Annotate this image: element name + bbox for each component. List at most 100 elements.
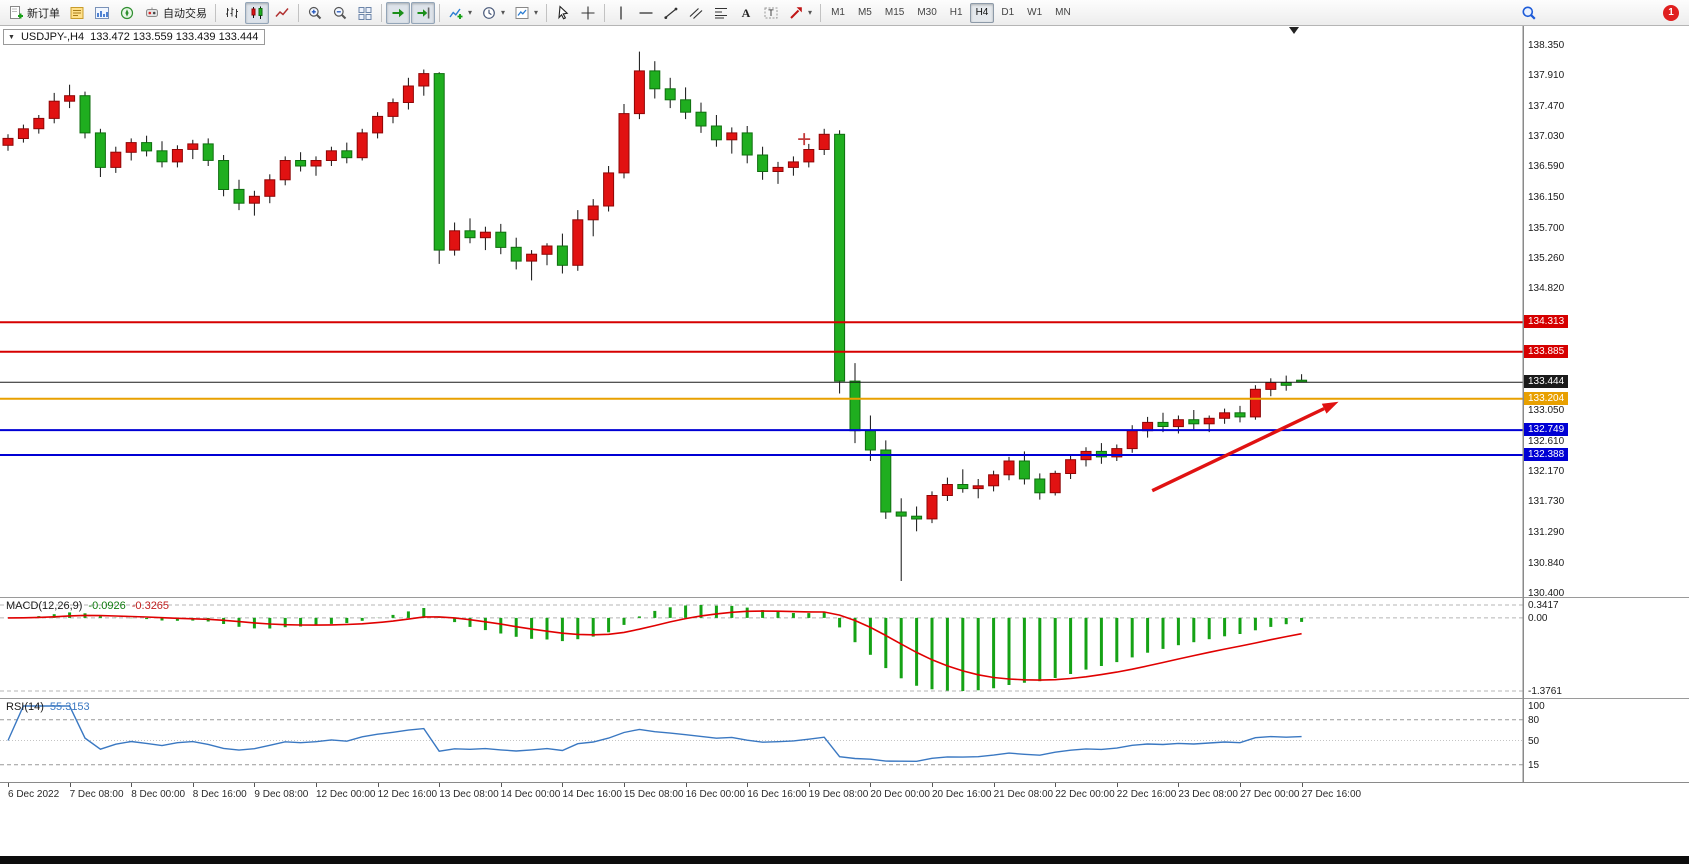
market-watch-button[interactable] bbox=[90, 2, 114, 24]
line-chart-button[interactable] bbox=[270, 2, 294, 24]
text-label-button[interactable]: T bbox=[759, 2, 783, 24]
periods-icon bbox=[481, 5, 497, 21]
timeframe-m15-button[interactable]: M15 bbox=[879, 3, 910, 23]
timeframe-m5-button[interactable]: M5 bbox=[852, 3, 878, 23]
equidistant-channel-button[interactable] bbox=[684, 2, 708, 24]
templates-button[interactable]: ▾ bbox=[510, 2, 542, 24]
timeframe-m1-button[interactable]: M1 bbox=[825, 3, 851, 23]
time-axis-tick bbox=[685, 783, 687, 787]
zoom-in-button[interactable] bbox=[303, 2, 327, 24]
time-axis-label: 8 Dec 00:00 bbox=[131, 789, 186, 800]
macd-panel-canvas[interactable] bbox=[0, 598, 1689, 698]
chart-shift-icon bbox=[415, 5, 431, 21]
notification-badge[interactable]: 1 bbox=[1663, 4, 1679, 21]
price-axis-label: 130.400 bbox=[1528, 588, 1565, 599]
horizontal-line-button[interactable] bbox=[634, 2, 658, 24]
cross-marker-object[interactable] bbox=[798, 133, 811, 146]
price-axis-label: 137.470 bbox=[1528, 100, 1565, 112]
timeframe-h1-button[interactable]: H1 bbox=[944, 3, 969, 23]
time-axis-tick bbox=[500, 783, 502, 787]
auto-scroll-icon bbox=[390, 5, 406, 21]
auto-scroll-button[interactable] bbox=[386, 1, 410, 24]
arrow-tool-icon bbox=[788, 5, 804, 21]
rsi-panel-canvas[interactable] bbox=[0, 699, 1689, 782]
trend-arrow-object[interactable] bbox=[1151, 407, 1325, 493]
time-axis-tick bbox=[1116, 783, 1118, 787]
toolbar-separator bbox=[381, 3, 382, 22]
search-button[interactable] bbox=[1517, 2, 1541, 24]
time-axis-tick bbox=[993, 783, 995, 787]
chart-shift-marker[interactable] bbox=[1289, 27, 1299, 34]
time-axis-label: 15 Dec 08:00 bbox=[624, 789, 684, 800]
toolbar-separator bbox=[604, 3, 606, 22]
support-line-upper-price-badge: 132.749 bbox=[1524, 423, 1569, 437]
timeframe-mn-button[interactable]: MN bbox=[1049, 3, 1077, 23]
macd-name: MACD(12,26,9) bbox=[6, 600, 83, 612]
price-axis-label: 132.170 bbox=[1528, 465, 1565, 477]
price-axis-label: 131.730 bbox=[1528, 496, 1565, 508]
rsi-axis-label: 15 bbox=[1528, 759, 1540, 771]
timeframe-h4-button[interactable]: H4 bbox=[969, 2, 995, 23]
candles-icon bbox=[249, 5, 265, 21]
vertical-line-button[interactable] bbox=[609, 2, 633, 24]
time-axis-tick bbox=[377, 783, 379, 787]
timeframe-w1-button[interactable]: W1 bbox=[1021, 3, 1048, 23]
indicators-button[interactable]: ▾ bbox=[444, 2, 476, 24]
text-button[interactable]: A bbox=[734, 2, 758, 24]
time-axis-label: 21 Dec 08:00 bbox=[993, 789, 1054, 800]
new-order-icon bbox=[8, 5, 24, 21]
crosshair-icon bbox=[580, 5, 596, 21]
autotrading-icon bbox=[144, 5, 160, 21]
periods-button[interactable]: ▾ bbox=[477, 2, 509, 24]
time-axis-label: 12 Dec 00:00 bbox=[316, 789, 376, 800]
time-axis-tick bbox=[1055, 783, 1057, 787]
cursor-button[interactable] bbox=[551, 2, 575, 24]
time-axis-tick bbox=[254, 783, 256, 787]
time-axis[interactable]: 6 Dec 2022 7 Dec 08:00 8 Dec 00:00 8 Dec 16… bbox=[0, 782, 1689, 810]
arrows-button[interactable]: ▾ bbox=[784, 2, 816, 24]
new-order-button[interactable]: 新订单 bbox=[4, 2, 64, 24]
autotrading-button[interactable]: 自动交易 bbox=[140, 2, 211, 24]
timeframe-d1-button[interactable]: D1 bbox=[995, 3, 1020, 23]
candlestick-chart-button[interactable] bbox=[245, 1, 269, 24]
rsi-indicator-label: RSI(14) 55.3153 bbox=[6, 701, 90, 713]
crosshair-button[interactable] bbox=[576, 2, 600, 24]
candlestick-chart-canvas[interactable] bbox=[0, 26, 1689, 597]
time-axis-label: 14 Dec 00:00 bbox=[500, 789, 561, 800]
chart-dropdown-icon[interactable]: ▼ bbox=[8, 33, 15, 41]
toolbar-separator bbox=[215, 3, 216, 22]
panel-splitter[interactable] bbox=[0, 597, 1689, 598]
time-axis-tick bbox=[870, 783, 872, 787]
bar-chart-icon bbox=[224, 5, 240, 21]
time-axis-label: 6 Dec 2022 bbox=[8, 789, 60, 800]
rsi-name: RSI(14) bbox=[6, 701, 44, 713]
trendline-icon bbox=[663, 5, 679, 21]
metaeditor-button[interactable] bbox=[65, 2, 89, 24]
indicators-icon bbox=[448, 5, 464, 21]
navigator-button[interactable] bbox=[115, 2, 139, 24]
price-axis-label: 135.700 bbox=[1528, 222, 1565, 234]
bid-price-line-price-badge: 133.444 bbox=[1524, 375, 1569, 389]
tile-windows-button[interactable] bbox=[353, 2, 377, 24]
main-toolbar: 新订单 自动交易 ▾ ▾ ▾ A T ▾ M1 M5 M15 M30 H1 H4 D1 W1 MN 1 bbox=[0, 0, 1689, 26]
svg-text:A: A bbox=[742, 6, 751, 20]
macd-axis-label: -1.3761 bbox=[1528, 686, 1562, 697]
rsi-axis-label: 100 bbox=[1528, 701, 1545, 712]
support-line-lower-price-badge: 132.388 bbox=[1524, 447, 1569, 461]
trendline-button[interactable] bbox=[659, 2, 683, 24]
chart-shift-button[interactable] bbox=[411, 1, 435, 24]
trend-arrow-head[interactable] bbox=[1321, 401, 1339, 414]
price-axis-label: 135.260 bbox=[1528, 252, 1565, 264]
vline-icon bbox=[613, 5, 629, 21]
time-axis-tick bbox=[1240, 783, 1241, 787]
price-axis-label: 134.820 bbox=[1528, 283, 1565, 295]
price-axis-label: 138.350 bbox=[1528, 40, 1565, 51]
zoom-out-button[interactable] bbox=[328, 2, 352, 24]
timeframe-m30-button[interactable]: M30 bbox=[911, 3, 942, 23]
resistance-line-lower-price-badge: 133.885 bbox=[1524, 344, 1569, 358]
panel-splitter[interactable] bbox=[0, 698, 1689, 699]
bar-chart-button[interactable] bbox=[220, 2, 244, 24]
time-axis-label: 27 Dec 00:00 bbox=[1240, 789, 1300, 800]
fibonacci-retracement-button[interactable] bbox=[709, 2, 733, 24]
